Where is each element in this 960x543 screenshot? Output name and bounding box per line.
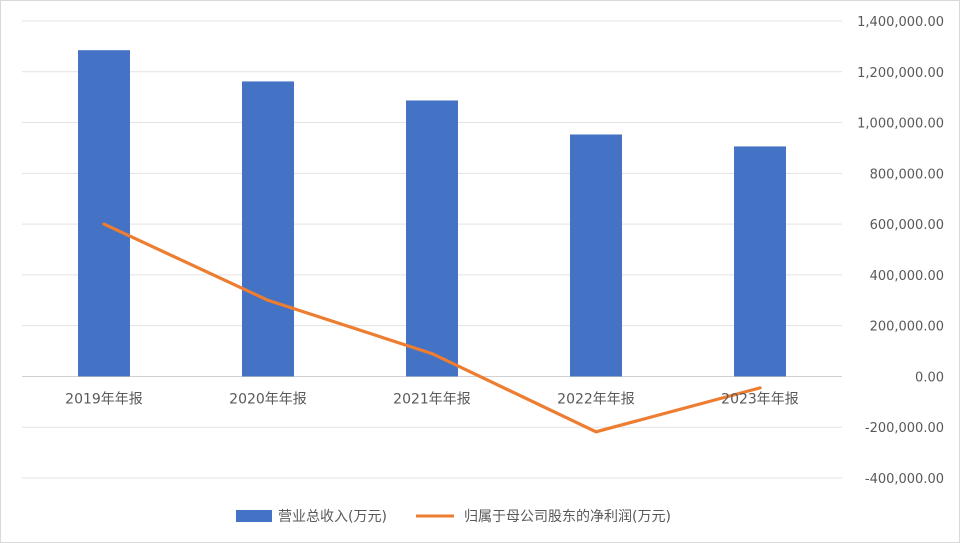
line-point xyxy=(594,430,598,434)
bar xyxy=(242,81,294,377)
y-tick-label: 1,000,000.00 xyxy=(857,117,944,132)
y-tick-label: 800,000.00 xyxy=(870,167,944,182)
y-tick-label: 1,400,000.00 xyxy=(857,15,944,30)
bars xyxy=(78,50,786,377)
legend-swatch-revenue xyxy=(236,510,272,522)
y-tick-label: 400,000.00 xyxy=(870,269,944,284)
line-point xyxy=(266,298,270,302)
x-tick-label: 2023年年报 xyxy=(721,391,799,407)
legend-label-revenue: 营业总收入(万元) xyxy=(278,509,387,525)
y-tick-label: 200,000.00 xyxy=(870,320,944,335)
line-point xyxy=(430,352,434,356)
y-tick-label: 600,000.00 xyxy=(870,218,944,233)
y-tick-label: 0.00 xyxy=(915,370,944,385)
bar xyxy=(734,146,786,377)
bar xyxy=(78,50,130,377)
category-labels: 2019年年报 2020年年报 2021年年报 2022年年报 2023年年报 xyxy=(65,391,799,407)
y-axis-labels: 1,400,000.00 1,200,000.00 1,000,000.00 800,… xyxy=(857,15,944,487)
x-tick-label: 2021年年报 xyxy=(393,391,471,407)
legend-label-netprofit: 归属于母公司股东的净利润(万元) xyxy=(464,508,671,525)
x-tick-label: 2022年年报 xyxy=(557,391,635,407)
x-tick-label: 2019年年报 xyxy=(65,391,143,407)
bar xyxy=(570,134,622,377)
bar xyxy=(406,100,458,377)
legend: 营业总收入(万元) 归属于母公司股东的净利润(万元) xyxy=(236,508,671,525)
y-tick-label: 1,200,000.00 xyxy=(857,66,944,81)
line-series xyxy=(102,222,762,434)
line-point xyxy=(102,222,106,226)
y-tick-label: -200,000.00 xyxy=(865,421,944,436)
y-tick-label: -400,000.00 xyxy=(865,472,944,487)
gridlines xyxy=(22,20,842,479)
x-tick-label: 2020年年报 xyxy=(229,391,307,407)
line-point xyxy=(758,386,762,390)
